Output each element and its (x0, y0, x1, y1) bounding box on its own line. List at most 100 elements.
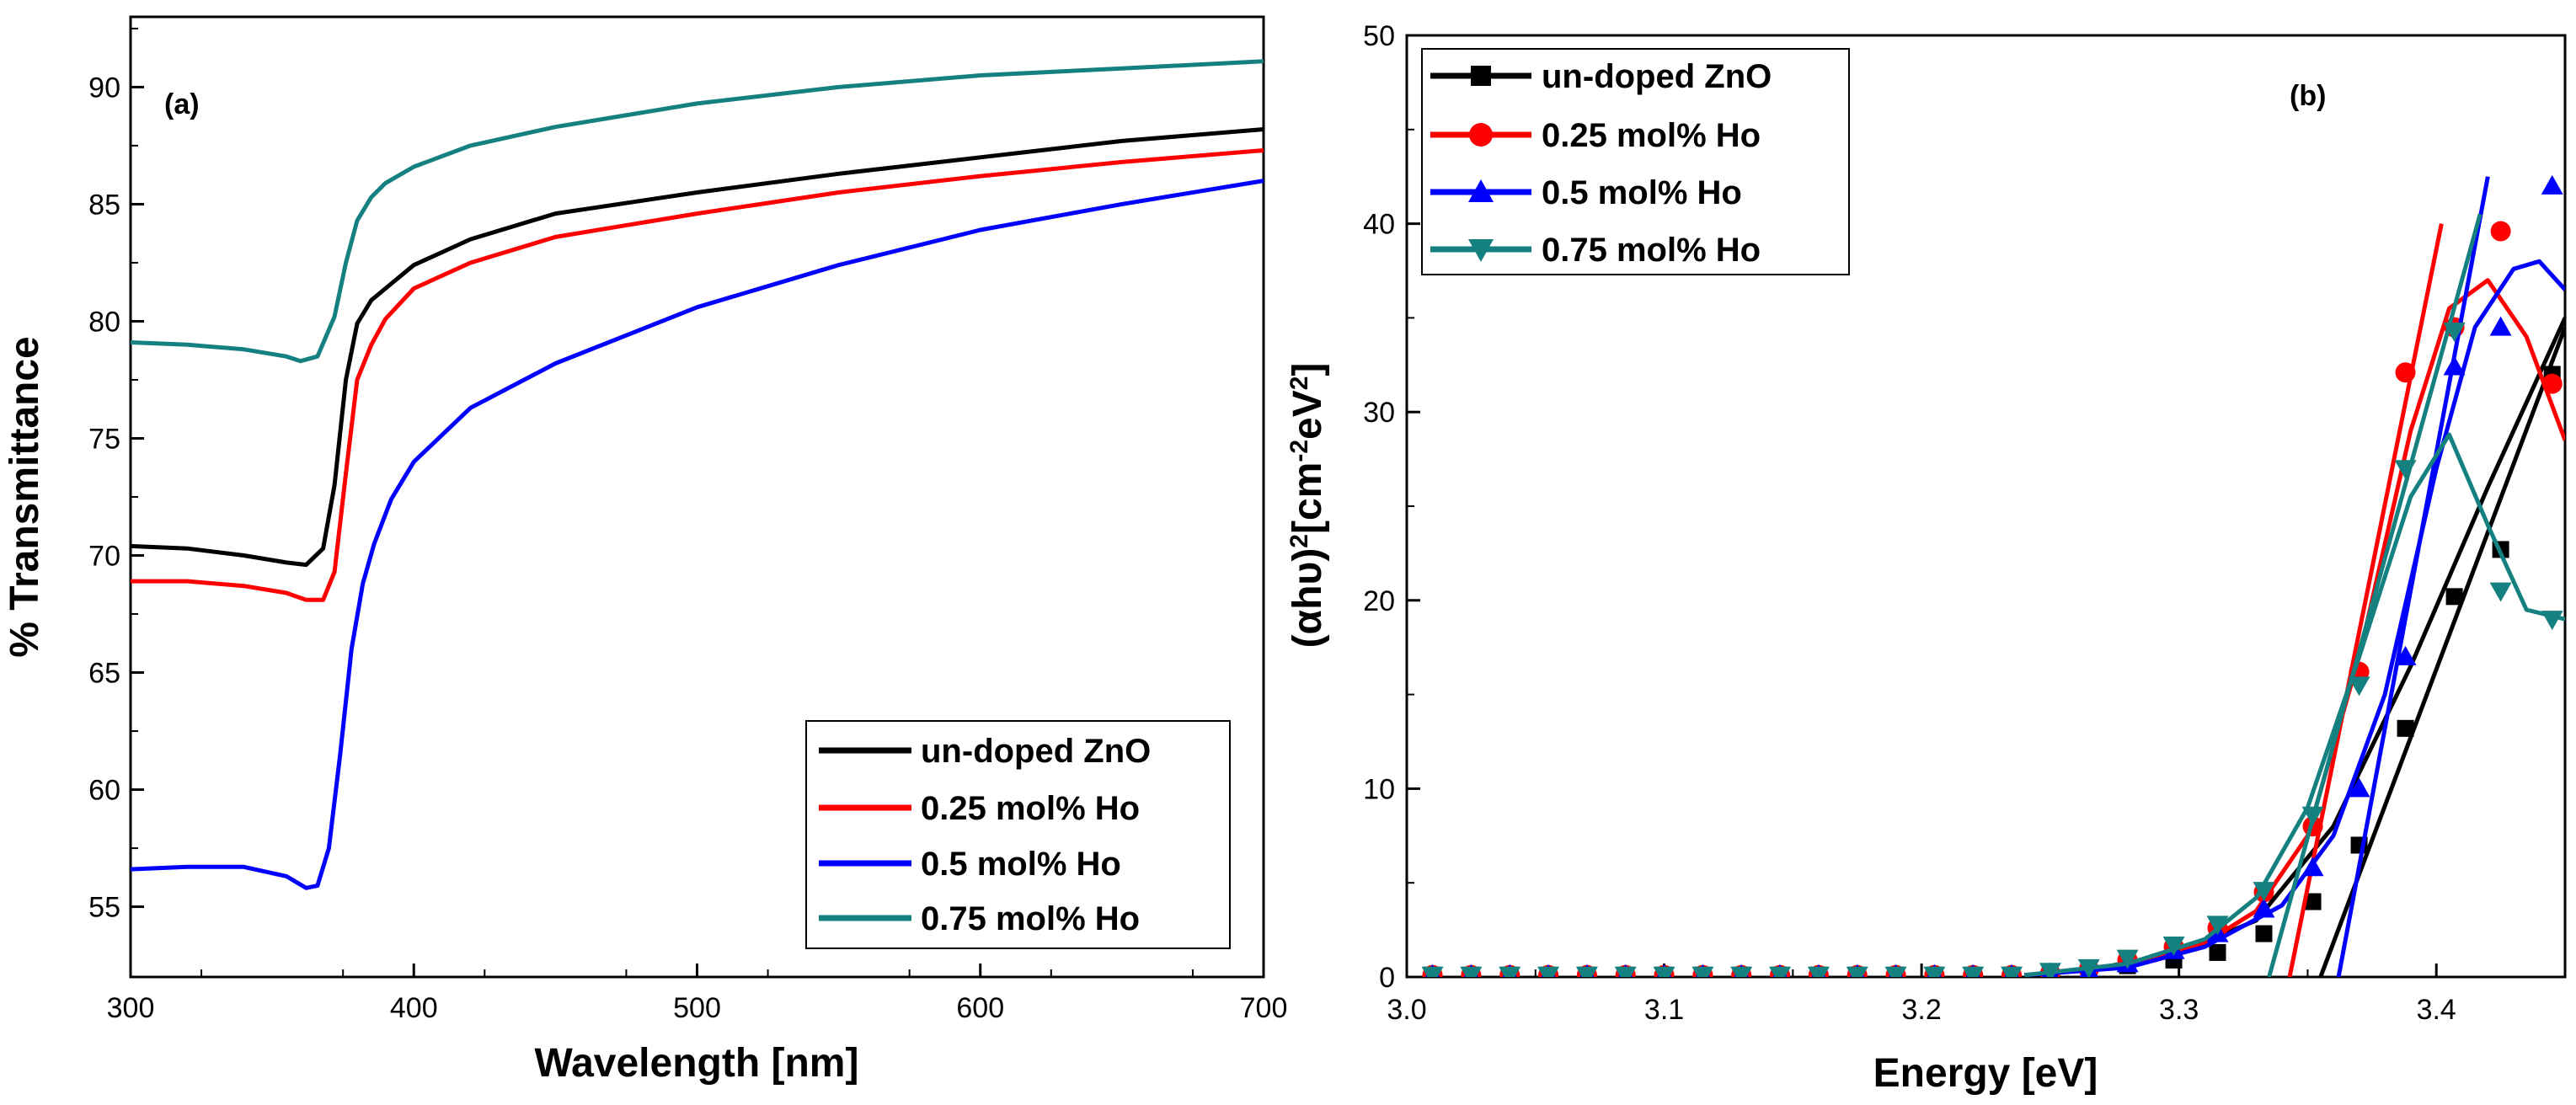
panel-a-series-un-doped-zno (130, 127, 1264, 568)
panel-a-legend-label-075: 0.75 mol% Ho (921, 900, 1140, 937)
panel-b-point-0-75-mol-ho (1692, 966, 1714, 977)
panel-b-point-0-75-mol-ho (2443, 323, 2466, 343)
panel-b-legend-label-025: 0.25 mol% Ho (1542, 117, 1761, 154)
panel-b-absorption: 3.0 3.1 3.2 3.3 3.4 0 10 20 30 40 50 (b) Energy [e… (1285, 20, 2567, 1096)
panel-b-legend-marker-shape-0-75-mol-ho (1468, 239, 1494, 262)
panel-b-point-0-5-mol-ho (2541, 174, 2563, 195)
panel-a-transmittance: 300 400 500 600 700 55 60 65 70 75 80 85 90 (a) Wave… (3, 15, 1288, 1086)
panel-b-x-tick-label-3.3: 3.3 (2159, 994, 2199, 1026)
panel-b-legend-marker-025 (1469, 123, 1493, 147)
panel-b-point-0-75-mol-ho (1575, 966, 1598, 977)
panel-a-y-tick-label-85: 85 (88, 189, 120, 221)
panel-b-x-tick-label-3.1: 3.1 (1644, 994, 1684, 1026)
panel-a-series-0-25-mol-ho (131, 148, 1264, 602)
panel-b-point-0-75-mol-ho (2077, 958, 2100, 977)
panel-a-x-tick-label-500: 500 (673, 992, 721, 1024)
panel-b-point-un-doped-zno (2304, 893, 2322, 910)
panel-b-y-tick-label-50: 50 (1363, 20, 1395, 52)
panel-b-point-0-75-mol-ho (1730, 966, 1753, 977)
panel-b-legend-marker-05 (1468, 179, 1494, 202)
panel-b-point-0-75-mol-ho (2162, 936, 2185, 956)
panel-b-legend-label-05: 0.5 mol% Ho (1542, 174, 1742, 211)
panel-b-point-0-25-mol-ho (2490, 221, 2511, 242)
panel-b-point-0-75-mol-ho (1962, 966, 1985, 977)
panel-b-series (1421, 174, 2565, 977)
panel-b-point-0-75-mol-ho (1421, 966, 1444, 977)
panel-b-y-axis-title: (αhυ)2[cm-2eV2] (1285, 363, 1331, 649)
panel-b-y-tick-label-0: 0 (1379, 962, 1395, 994)
panel-a-legend-label-undoped: un-doped ZnO (921, 733, 1151, 770)
panel-b-point-0-75-mol-ho (1884, 966, 1907, 977)
panel-a-series (130, 59, 1264, 890)
panel-b-legend-marker-shape-0-5-mol-ho (1468, 179, 1494, 202)
panel-a-series-0-5-mol-ho (130, 179, 1264, 890)
panel-a-y-tick-label-55: 55 (88, 892, 120, 924)
panel-b-fit-curve-0-75-mol-ho (2024, 432, 2565, 977)
panel-a-x-tick-label-400: 400 (390, 992, 438, 1024)
panel-b-point-0-5-mol-ho (2348, 777, 2370, 798)
panel-a-legend-box (805, 720, 1231, 949)
panel-b-fit-curve-0-5-mol-ho (2024, 259, 2565, 977)
panel-a-legend-label-05: 0.5 mol% Ho (921, 846, 1121, 883)
panel-a-y-tick-label-90: 90 (88, 72, 120, 104)
panel-b-point-0-75-mol-ho (1614, 966, 1637, 977)
panel-b-x-tick-label-3.4: 3.4 (2417, 994, 2456, 1026)
panel-b-point-0-75-mol-ho (2394, 460, 2417, 480)
panel-b-point-un-doped-zno (2255, 925, 2273, 942)
panel-b-point-0-5-mol-ho (2489, 316, 2512, 336)
panel-b-y-tick-label-20: 20 (1363, 585, 1395, 617)
panel-a-label: (a) (164, 88, 200, 120)
panel-b-point-0-75-mol-ho (1653, 966, 1675, 977)
panel-b-y-tick-label-30: 30 (1363, 397, 1395, 429)
panel-b-label: (b) (2290, 80, 2326, 112)
panel-b-point-0-75-mol-ho (2039, 963, 2061, 977)
panel-a-y-axis-title: % Transmittance (3, 336, 47, 657)
panel-b-legend-marker-075 (1468, 239, 1494, 262)
panel-b-point-0-75-mol-ho (1769, 966, 1792, 977)
panel-b-point-0-75-mol-ho (1846, 966, 1868, 977)
panel-b-point-0-25-mol-ho (2541, 373, 2563, 394)
panel-b-legend-box (1421, 48, 1850, 275)
panel-b-point-0-75-mol-ho (2116, 949, 2139, 969)
panel-a-x-tick-label-600: 600 (956, 992, 1004, 1024)
panel-a-y-tick-label-80: 80 (88, 306, 120, 338)
panel-b-tangent-line-0-5-mol-ho (2336, 176, 2490, 977)
panel-b-point-0-5-mol-ho (2443, 355, 2466, 376)
panel-b-tangent-line-0-75-mol-ho (2267, 213, 2482, 977)
panel-b-point-un-doped-zno (2209, 943, 2226, 961)
panel-b-point-0-75-mol-ho (2253, 882, 2275, 902)
panel-b-point-0-25-mol-ho (2395, 362, 2416, 383)
panel-b-point-0-75-mol-ho (1499, 966, 1521, 977)
panel-b-legend-label-075: 0.75 mol% Ho (1542, 232, 1761, 269)
panel-b-legend-marker-shape-un-doped-zno (1471, 66, 1491, 86)
panel-b-legend-marker-undoped (1471, 66, 1491, 86)
panel-b-y-tick-label-10: 10 (1363, 773, 1395, 805)
panel-a-x-tick-label-700: 700 (1240, 992, 1288, 1024)
panel-b-point-0-5-mol-ho (2301, 857, 2324, 877)
panel-b-point-0-75-mol-ho (2348, 676, 2370, 697)
panel-b-point-0-75-mol-ho (2489, 582, 2512, 602)
panel-a-legend: un-doped ZnO 0.25 mol% Ho 0.5 mol% Ho 0.… (805, 720, 1231, 949)
panel-b-tangent-line-0-25-mol-ho (2287, 223, 2444, 977)
panel-b-point-0-75-mol-ho (2001, 966, 2023, 977)
panel-a-x-tick-label-300: 300 (107, 992, 155, 1024)
panel-b-y-tick-label-40: 40 (1363, 209, 1395, 241)
panel-b-point-0-75-mol-ho (2541, 611, 2563, 631)
panel-a-y-tick-label-70: 70 (88, 541, 120, 573)
panel-b-legend-label-undoped: un-doped ZnO (1542, 58, 1772, 95)
panel-b-x-axis-title: Energy [eV] (1873, 1051, 2098, 1096)
panel-a-y-tick-label-75: 75 (88, 423, 120, 455)
panel-b-point-0-75-mol-ho (2206, 915, 2229, 936)
panel-a-ticks: 300 400 500 600 700 55 60 65 70 75 80 85 90 (88, 27, 1288, 1024)
panel-b-series-0-25-mol-ho (1422, 221, 2565, 977)
panel-b-point-0-5-mol-ho (2394, 645, 2417, 665)
panel-a-y-tick-label-60: 60 (88, 775, 120, 807)
panel-b-ticks: 3.0 3.1 3.2 3.3 3.4 0 10 20 30 40 50 (1363, 20, 2456, 1026)
panel-b-legend: un-doped ZnO 0.25 mol% Ho 0.5 mol% Ho 0.… (1421, 48, 1850, 275)
panel-b-x-tick-label-3.2: 3.2 (1901, 994, 1941, 1026)
panel-b-legend-marker-shape-0-25-mol-ho (1469, 123, 1493, 147)
panel-a-series-0-75-mol-ho (130, 59, 1264, 364)
panel-a-x-axis-title: Wavelength [nm] (535, 1041, 859, 1086)
panel-b-series-0-5-mol-ho (1424, 174, 2565, 977)
